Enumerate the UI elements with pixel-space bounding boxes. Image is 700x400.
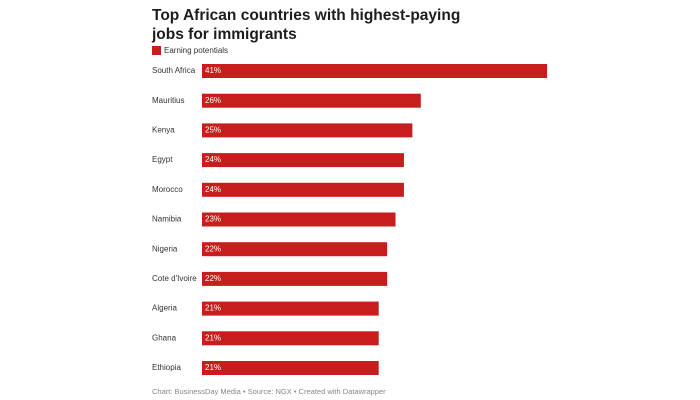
value-label: 24% xyxy=(205,155,221,164)
bar xyxy=(202,123,413,138)
bar xyxy=(202,301,379,316)
category-label: Namibia xyxy=(152,215,182,224)
value-label: 22% xyxy=(205,274,221,283)
value-label: 23% xyxy=(205,215,221,224)
bar xyxy=(202,242,388,257)
bar xyxy=(202,93,421,108)
bar xyxy=(202,271,388,286)
category-label: Mauritius xyxy=(152,96,184,105)
bar xyxy=(202,153,404,168)
bar xyxy=(202,331,379,346)
value-label: 22% xyxy=(205,244,221,253)
category-label: Kenya xyxy=(152,126,175,135)
category-label: Cote d'Ivoire xyxy=(152,274,197,283)
value-label: 26% xyxy=(205,96,221,105)
category-label: Ethiopia xyxy=(152,363,181,372)
bar xyxy=(202,212,396,227)
legend-label: Earning potentials xyxy=(164,46,228,55)
category-label: South Africa xyxy=(152,66,196,75)
category-label: Algeria xyxy=(152,304,177,313)
category-label: Nigeria xyxy=(152,244,178,253)
chart-title: Top African countries with highest-payin… xyxy=(152,7,461,43)
bar xyxy=(202,361,379,375)
category-label: Ghana xyxy=(152,333,177,342)
value-label: 21% xyxy=(205,363,221,372)
bar xyxy=(202,182,404,197)
footer: Chart: BusinessDay Media • Source: NGX •… xyxy=(152,387,386,396)
bar xyxy=(202,64,547,78)
value-label: 24% xyxy=(205,185,221,194)
category-label: Egypt xyxy=(152,155,173,164)
value-label: 41% xyxy=(205,66,221,75)
value-label: 25% xyxy=(205,126,221,135)
legend-swatch xyxy=(152,46,161,55)
value-label: 21% xyxy=(205,333,221,342)
value-label: 21% xyxy=(205,304,221,313)
category-label: Morocco xyxy=(152,185,183,194)
